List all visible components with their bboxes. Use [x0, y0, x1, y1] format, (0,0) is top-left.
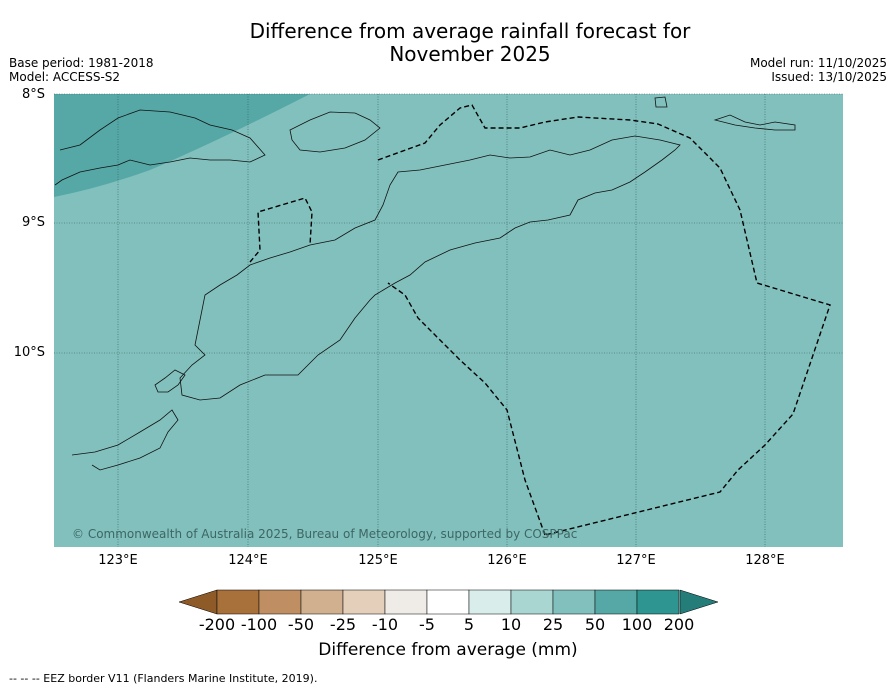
lon-label-125e: 125°E	[358, 553, 398, 568]
issued-date: Issued: 13/10/2025	[771, 70, 887, 84]
colorbar-tick-label: -5	[419, 615, 435, 634]
lat-label-9s: 9°S	[21, 215, 45, 230]
eez-border	[249, 104, 831, 536]
coastline-timor	[179, 135, 681, 401]
title-line-1: Difference from average rainfall forecas…	[249, 19, 691, 43]
model-run: Model run: 11/10/2025	[749, 56, 887, 70]
model-name: Model: ACCESS-S2	[9, 70, 121, 84]
eez-legend-footer: -- -- -- EEZ border V11 (Flanders Marine…	[9, 672, 318, 685]
coastline-rote	[154, 369, 186, 393]
colorbar-segment	[384, 589, 428, 615]
lon-label-123e: 123°E	[98, 553, 138, 568]
coastline-alor-pantar	[54, 109, 266, 186]
colorbar-over-arrow	[679, 589, 719, 615]
coastline-sumba	[71, 409, 179, 471]
colorbar-tick-label: -10	[371, 615, 399, 634]
colorbar-segment	[342, 589, 386, 615]
colorbar-tick-label: -200	[198, 615, 236, 634]
colorbar-tick-label: -100	[240, 615, 278, 634]
base-period: Base period: 1981-2018	[9, 56, 154, 70]
colorbar-title: Difference from average (mm)	[318, 640, 578, 660]
coastline-wetar	[289, 111, 381, 153]
copyright-note: © Commonwealth of Australia 2025, Bureau…	[72, 527, 578, 541]
colorbar-tick-label: 5	[463, 615, 475, 634]
coastline-damar-island	[713, 114, 796, 131]
colorbar-under-arrow	[178, 589, 218, 615]
map-background	[54, 94, 843, 547]
coastline-islet	[654, 96, 668, 108]
colorbar-tick-label: -25	[329, 615, 357, 634]
meta-right: Model run: 11/10/2025 Issued: 13/10/2025	[750, 56, 887, 84]
colorbar-tick-label: 100	[621, 615, 653, 634]
colorbar-segment	[216, 589, 260, 615]
lon-label-124e: 124°E	[228, 553, 268, 568]
title-line-2: November 2025	[389, 42, 551, 66]
eez-line-north	[377, 104, 831, 536]
map-title: Difference from average rainfall forecas…	[170, 20, 770, 66]
eez-line-west	[249, 197, 313, 263]
colorbar-tick-label: -50	[287, 615, 315, 634]
colorbar-tick-label: 10	[500, 615, 522, 634]
coastlines	[54, 96, 796, 471]
colorbar-segment	[636, 589, 680, 615]
colorbar-segment	[510, 589, 554, 615]
colorbar-tick-label: 25	[542, 615, 564, 634]
lon-label-126e: 126°E	[487, 553, 527, 568]
colorbar-segment	[426, 589, 470, 615]
graticule	[54, 93, 843, 547]
lat-label-8s: 8°S	[21, 87, 45, 102]
colorbar-segment	[552, 589, 596, 615]
colorbar-segment	[300, 589, 344, 615]
colorbar	[178, 589, 719, 615]
eez-line-south	[387, 282, 546, 536]
colorbar-segment	[594, 589, 638, 615]
colorbar-segment	[468, 589, 512, 615]
lat-label-10s: 10°S	[13, 345, 45, 360]
colorbar-segments	[216, 589, 680, 615]
lon-label-127e: 127°E	[616, 553, 656, 568]
colorbar-segment	[258, 589, 302, 615]
colorbar-tick-label: 50	[584, 615, 606, 634]
colorbar-tick-label: 200	[663, 615, 695, 634]
meta-left: Base period: 1981-2018 Model: ACCESS-S2	[9, 56, 154, 84]
lon-label-128e: 128°E	[745, 553, 785, 568]
